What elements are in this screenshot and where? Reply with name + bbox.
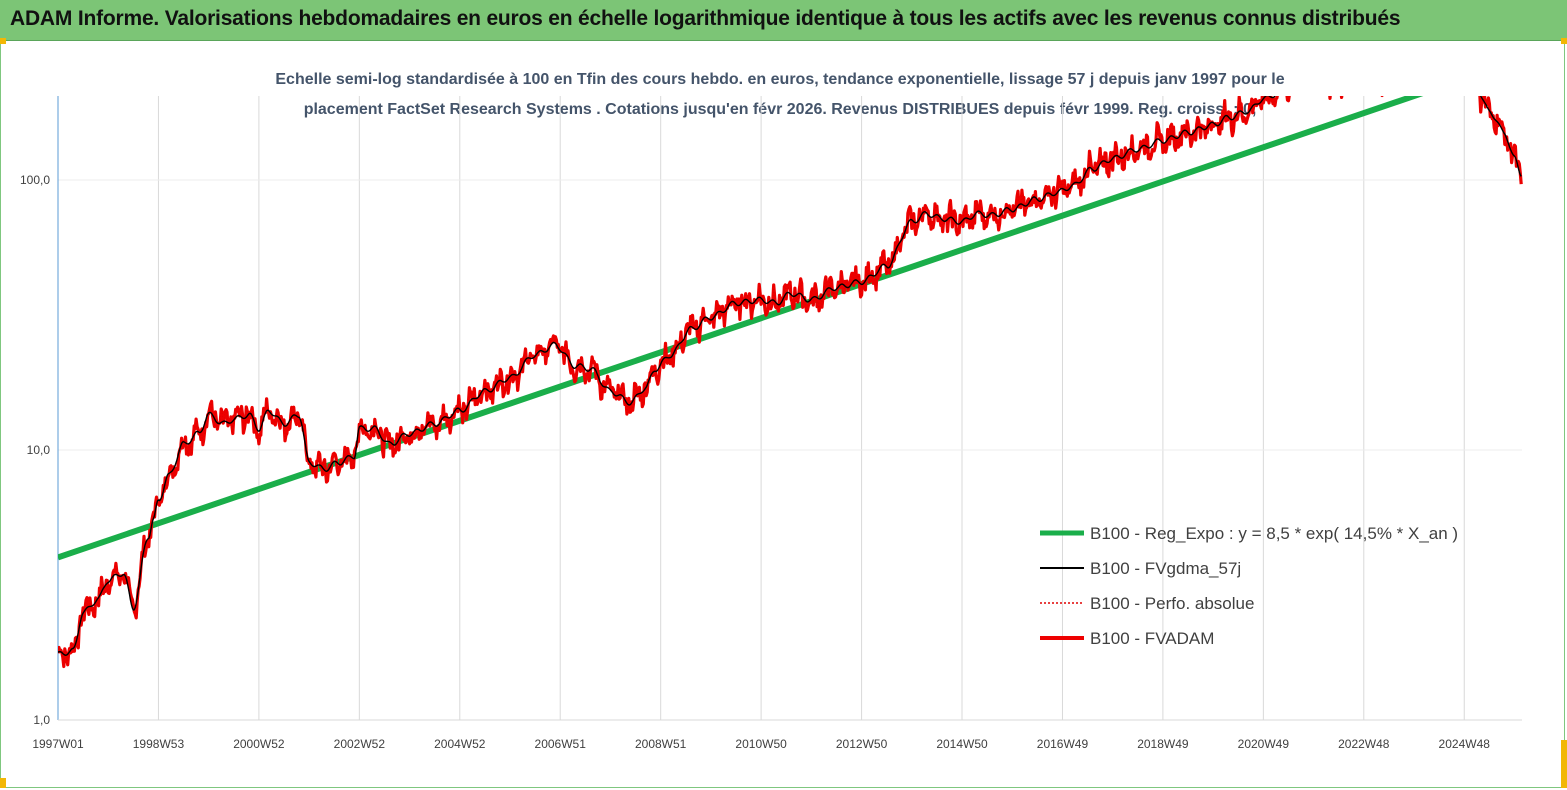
x-tick-label: 2000W52 — [233, 737, 285, 751]
series-fvgdma-line — [58, 96, 1522, 657]
x-tick-label: 2008W51 — [635, 737, 687, 751]
legend-label: B100 - FVADAM — [1090, 629, 1214, 648]
y-tick-label: 1,0 — [33, 713, 50, 727]
corner-marker-top-right — [1561, 38, 1567, 44]
series-layer — [58, 96, 1523, 669]
corner-marker-bottom-right — [1561, 740, 1567, 788]
legend-label: B100 - Perfo. absolue — [1090, 594, 1254, 613]
chart-subtitle-line2: placement FactSet Research Systems . Cot… — [304, 101, 1257, 118]
series-regression-line — [58, 96, 1424, 561]
chart: Echelle semi-log standardisée à 100 en T… — [20, 71, 1523, 751]
axes: 1997W01 1998W53 2000W52 2002W52 2004W52 2006W… — [20, 96, 1522, 751]
x-tick-label: 2024W48 — [1439, 737, 1491, 751]
legend: B100 - Reg_Expo : y = 8,5 * exp( 14,5% *… — [1040, 524, 1458, 648]
series-perfo-absolue-line — [58, 96, 1522, 667]
x-tick-label: 2018W49 — [1137, 737, 1189, 751]
x-tick-label: 2012W50 — [836, 737, 888, 751]
corner-marker-bottom-left — [0, 778, 6, 788]
x-tick-label: 2014W50 — [936, 737, 988, 751]
x-tick-label: 2020W49 — [1238, 737, 1290, 751]
x-tick-label: 1997W01 — [32, 737, 84, 751]
page-title: ADAM Informe. Valorisations hebdomadaire… — [10, 7, 1401, 30]
chart-subtitle-line1: Echelle semi-log standardisée à 100 en T… — [275, 71, 1284, 88]
legend-label: B100 - FVgdma_57j — [1090, 559, 1241, 578]
x-tick-label: 2022W48 — [1338, 737, 1390, 751]
x-tick-label: 2010W50 — [735, 737, 787, 751]
x-tick-label: 2006W51 — [535, 737, 587, 751]
x-tick-label: 2004W52 — [434, 737, 486, 751]
grid-lines — [57, 96, 1522, 721]
legend-label: B100 - Reg_Expo : y = 8,5 * exp( 14,5% *… — [1090, 524, 1458, 543]
corner-marker-top-left — [0, 38, 6, 44]
y-tick-label: 100,0 — [20, 173, 50, 187]
header-bar: ADAM Informe. Valorisations hebdomadaire… — [0, 0, 1567, 41]
y-tick-label: 10,0 — [27, 443, 51, 457]
series-fvadam-line — [58, 96, 1523, 669]
x-tick-label: 2002W52 — [334, 737, 386, 751]
x-tick-label: 2016W49 — [1037, 737, 1089, 751]
x-tick-label: 1998W53 — [133, 737, 185, 751]
